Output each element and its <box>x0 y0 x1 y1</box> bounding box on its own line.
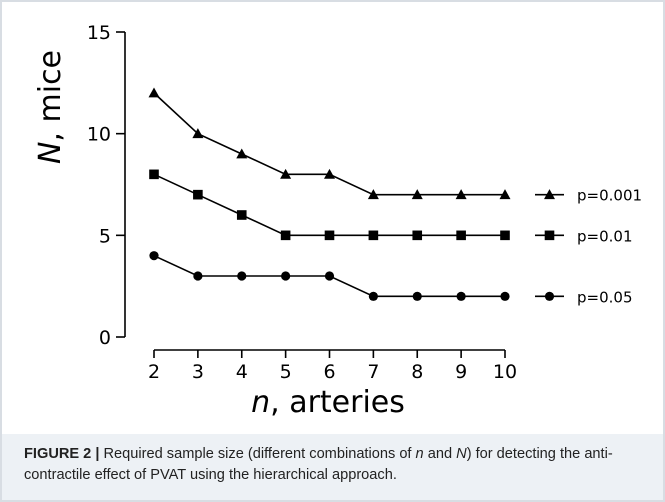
x-tick-label: 7 <box>367 361 379 383</box>
data-point <box>499 189 511 200</box>
figure-caption: FIGURE 2 | Required sample size (differe… <box>24 444 649 486</box>
legend-marker <box>544 230 555 241</box>
data-point <box>324 271 335 281</box>
data-point <box>280 168 292 179</box>
caption-n: n <box>415 446 424 462</box>
data-point <box>456 291 466 301</box>
x-tick-label: 4 <box>236 361 248 383</box>
legend-item-0: p=0.001 <box>535 187 642 205</box>
data-point <box>281 271 291 281</box>
x-tick-label: 6 <box>323 361 335 383</box>
y-tick-label: 10 <box>87 124 111 146</box>
data-point <box>456 230 466 241</box>
data-point <box>500 291 510 301</box>
data-point <box>148 87 160 98</box>
caption-band: FIGURE 2 | Required sample size (differe… <box>2 434 663 500</box>
y-axis-label-italic: N <box>33 142 68 164</box>
y-axis-label: N, mice <box>33 50 68 164</box>
legend-label: p=0.05 <box>577 288 633 306</box>
series-0 <box>148 87 511 200</box>
x-tick-label: 5 <box>280 361 292 383</box>
y-tick-label: 0 <box>99 327 111 349</box>
data-point <box>149 169 159 180</box>
y-tick-label: 15 <box>87 22 111 44</box>
x-tick-label: 8 <box>411 361 423 383</box>
series-1 <box>149 169 510 241</box>
legend-item-1: p=0.01 <box>535 227 633 245</box>
legend-item-2: p=0.05 <box>535 288 633 306</box>
x-tick-label: 9 <box>455 361 467 383</box>
legend-label: p=0.001 <box>577 187 642 205</box>
axes: 0 5 10 15 2 3 4 5 6 7 8 9 10 <box>87 22 517 383</box>
data-point <box>236 148 248 159</box>
data-point <box>236 210 247 220</box>
legend: p=0.001 p=0.01 p=0.05 <box>535 187 642 306</box>
series-layer <box>148 87 511 301</box>
data-point <box>368 291 378 301</box>
data-point <box>412 291 422 301</box>
legend-marker <box>544 189 555 200</box>
data-point <box>455 189 467 200</box>
caption-label: FIGURE 2 | <box>24 446 100 462</box>
plot-area: 0 5 10 15 2 3 4 5 6 7 8 9 10 p=0.001 p=0.01 p=0.05 N, … <box>2 2 663 434</box>
legend-label: p=0.01 <box>577 227 633 245</box>
caption-text-2: and <box>423 446 457 462</box>
legend-marker <box>544 291 555 301</box>
x-tick-label: 10 <box>493 361 517 383</box>
data-point <box>193 271 203 281</box>
data-point <box>324 230 335 241</box>
data-point <box>237 271 247 281</box>
x-axis-label-italic: n <box>251 385 270 420</box>
y-axis-label-rest: , mice <box>33 50 68 142</box>
caption-text-1: Required sample size (different combinat… <box>99 446 416 462</box>
data-point <box>193 189 203 200</box>
data-point <box>368 230 379 241</box>
series-2 <box>149 251 510 301</box>
data-point <box>280 230 291 241</box>
x-axis-label-rest: , arteries <box>270 385 405 420</box>
x-tick-label: 2 <box>148 361 160 383</box>
y-tick-label: 5 <box>99 225 111 247</box>
data-point <box>411 189 423 200</box>
caption-text-3: ) for detecting the anti-contractile eff… <box>24 446 613 483</box>
data-point <box>367 189 379 200</box>
x-axis-label: n, arteries <box>251 385 405 420</box>
series-line <box>153 173 505 237</box>
series-line <box>153 92 505 196</box>
data-point <box>412 230 423 241</box>
caption-N: N <box>456 446 467 462</box>
data-point <box>324 168 335 179</box>
data-point <box>500 230 510 241</box>
data-point <box>149 251 159 261</box>
x-tick-label: 3 <box>192 361 204 383</box>
data-point <box>192 128 204 139</box>
